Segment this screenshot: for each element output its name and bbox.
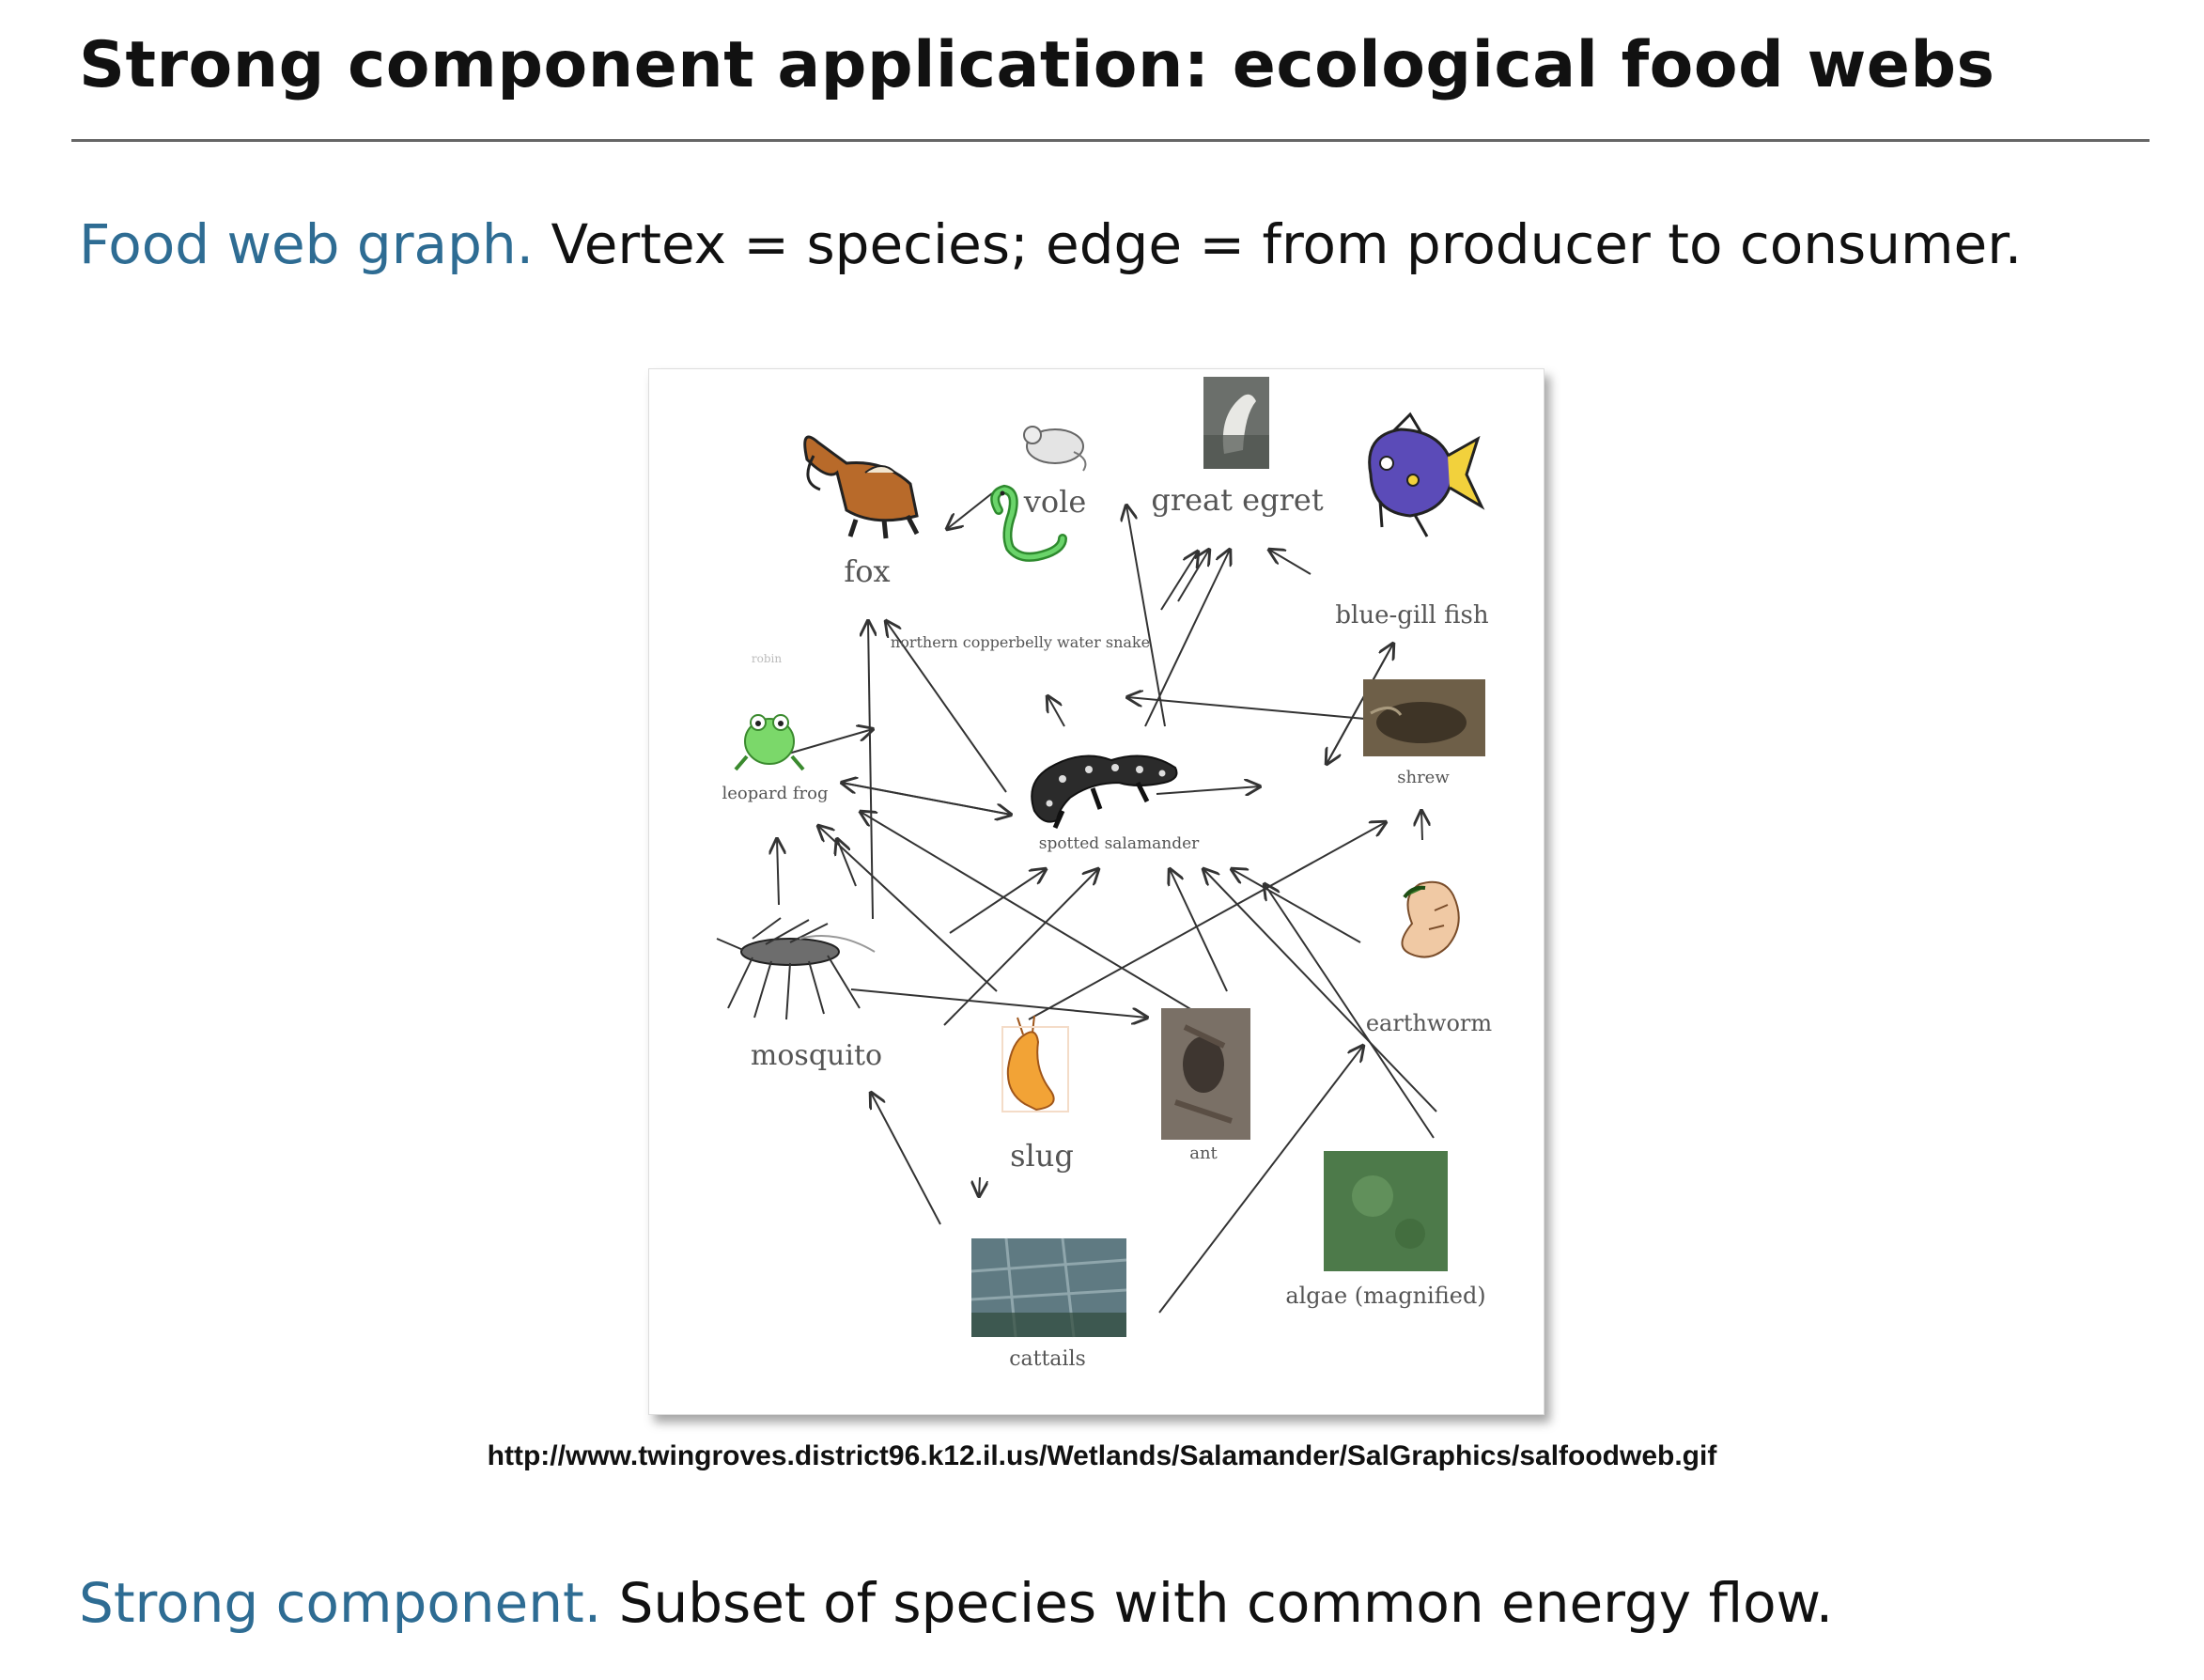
- edge: [818, 826, 998, 992]
- edge: [1170, 869, 1228, 992]
- edge: [949, 869, 1046, 934]
- edge: [947, 492, 993, 529]
- food-web-edges: [777, 492, 1437, 1314]
- food-web-graph: fox vole great egret blue-gill fish nort…: [716, 377, 1493, 1371]
- node-label-shrew: shrew: [1397, 768, 1450, 787]
- algae-photo: [1324, 1151, 1448, 1271]
- node-label-vole: vole: [1023, 484, 1087, 520]
- salamander-icon: [1031, 754, 1178, 830]
- node-label-ant: ant: [1189, 1143, 1218, 1163]
- node-label-fox: fox: [844, 553, 890, 589]
- food-web-figure: fox vole great egret blue-gill fish nort…: [648, 368, 1544, 1415]
- edge: [777, 839, 779, 906]
- term-strong-component: Strong component.: [79, 1571, 602, 1635]
- node-label-bluegill: blue-gill fish: [1335, 601, 1488, 630]
- edge: [1421, 811, 1422, 841]
- node-label-mosquito: mosquito: [751, 1039, 882, 1072]
- slide-title: Strong component application: ecological…: [79, 28, 1995, 102]
- definition-food-web: Food web graph. Vertex = species; edge =…: [79, 212, 2022, 276]
- snake-icon: [990, 484, 1067, 562]
- fish-icon: [1368, 412, 1485, 537]
- edge: [1232, 869, 1361, 943]
- node-label-robin: robin: [752, 652, 782, 665]
- edge: [861, 812, 1193, 1011]
- edge: [1028, 822, 1386, 1020]
- edge: [1048, 696, 1065, 727]
- edge: [868, 621, 873, 920]
- edge: [871, 1093, 941, 1225]
- edge: [1203, 869, 1437, 1112]
- slug-icon: [1001, 1015, 1069, 1112]
- ant-photo: [1161, 1008, 1250, 1140]
- edge: [943, 869, 1098, 1026]
- edge: [850, 988, 1147, 1018]
- edge: [1177, 550, 1209, 602]
- node-label-leopard-frog: leopard frog: [722, 784, 829, 803]
- node-label-cattails: cattails: [1009, 1347, 1086, 1371]
- term-food-web-graph: Food web graph.: [79, 212, 535, 276]
- source-url: http://www.twingroves.district96.k12.il.…: [487, 1440, 1717, 1471]
- earthworm-icon: [1401, 880, 1460, 958]
- strong-component-definition-text: Subset of species with common energy flo…: [601, 1571, 1834, 1635]
- fox-icon: [803, 435, 920, 539]
- edge: [1327, 643, 1394, 764]
- edge: [1144, 550, 1230, 727]
- shrew-photo: [1363, 679, 1485, 756]
- edge: [1126, 506, 1166, 727]
- node-label-spotted-salamander: spotted salamander: [1039, 834, 1200, 853]
- egret-photo: [1203, 377, 1269, 469]
- node-label-snake: northern copperbelly water snake: [891, 633, 1150, 651]
- cattails-photo: [970, 1237, 1127, 1338]
- title-divider: [71, 139, 2150, 142]
- vole-icon: [1023, 426, 1087, 472]
- edge: [778, 729, 873, 757]
- definition-strong-component: Strong component. Subset of species with…: [79, 1571, 1833, 1635]
- frog-icon: [734, 714, 805, 771]
- edge: [1160, 552, 1198, 611]
- node-label-great-egret: great egret: [1151, 482, 1323, 518]
- mosquito-icon: [716, 917, 876, 1020]
- edge: [841, 782, 1011, 815]
- node-label-slug: slug: [1010, 1138, 1074, 1174]
- edge: [886, 621, 1007, 793]
- food-web-labels: fox vole great egret blue-gill fish nort…: [722, 482, 1493, 1371]
- edge: [1265, 884, 1435, 1139]
- edge: [1158, 1046, 1363, 1314]
- edge: [1156, 786, 1260, 794]
- edge: [979, 1176, 980, 1196]
- edge: [1269, 550, 1312, 575]
- node-label-algae: algae (magnified): [1285, 1283, 1485, 1309]
- food-web-definition-text: Vertex = species; edge = from producer t…: [534, 212, 2023, 276]
- node-label-earthworm: earthworm: [1366, 1010, 1493, 1036]
